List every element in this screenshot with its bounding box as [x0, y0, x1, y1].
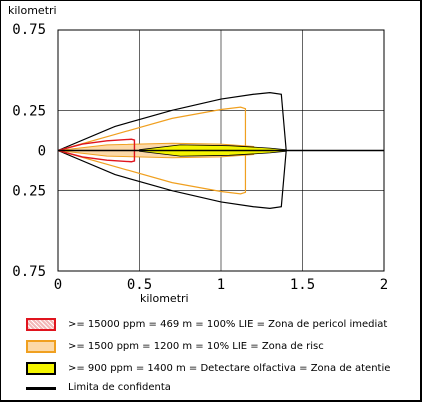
legend-label: >= 1500 ppm = 1200 m = 10% LIE = Zona de… — [68, 341, 324, 352]
plot-border — [57, 29, 385, 272]
x-tick-label: 1.5 — [290, 277, 315, 293]
legend-label: Limita de confidenta — [68, 382, 171, 393]
y-tick-labels: 0.75 0.25 0 0.25 0.75 — [12, 22, 46, 280]
y-tick-label: 0 — [38, 144, 46, 160]
x-tick-labels: 0 0.5 1 1.5 2 — [54, 277, 388, 293]
y-tick-label: 0.75 — [12, 22, 46, 38]
x-tick-label: 0.5 — [127, 277, 152, 293]
y-tick-label: 0.25 — [12, 184, 46, 200]
y-tick-label: 0.75 — [12, 264, 46, 280]
legend-label: >= 15000 ppm = 469 m = 100% LIE = Zona d… — [68, 319, 388, 330]
legend-item: >= 1500 ppm = 1200 m = 10% LIE = Zona de… — [26, 339, 416, 355]
x-tick-label: 2 — [380, 277, 388, 293]
legend-swatch — [26, 318, 56, 331]
x-axis-title: kilometri — [140, 292, 189, 305]
x-tick-label: 1 — [217, 277, 225, 293]
legend-item: >= 15000 ppm = 469 m = 100% LIE = Zona d… — [26, 317, 416, 333]
legend-item: >= 900 ppm = 1400 m = Detectare olfactiv… — [26, 361, 416, 377]
legend-swatch — [26, 340, 56, 353]
y-tick-label: 0.25 — [12, 103, 46, 119]
x-tick-label: 0 — [54, 277, 62, 293]
legend-swatch — [26, 387, 56, 390]
legend-label: >= 900 ppm = 1400 m = Detectare olfactiv… — [68, 363, 391, 374]
y-axis-title: kilometri — [8, 4, 57, 17]
legend-swatch — [26, 362, 56, 375]
legend-item: Limita de confidenta — [26, 380, 416, 396]
